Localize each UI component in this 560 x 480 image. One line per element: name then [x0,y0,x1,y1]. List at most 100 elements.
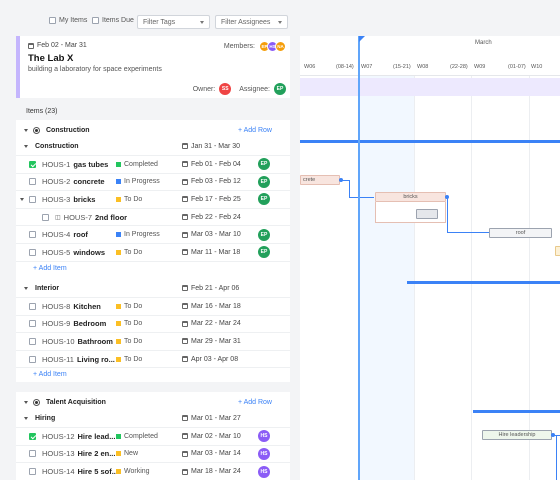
status-badge[interactable]: In Progress [116,231,160,238]
subgroup-row[interactable]: Construction Jan 31 - Mar 30 [16,138,290,156]
task-bar-hire-leadership[interactable]: Hire leadership [482,430,552,440]
chevron-down-icon[interactable] [20,198,24,201]
item-name[interactable]: Hire 2 en... [78,449,116,458]
table-row[interactable]: HOUS-4 roof In Progress Mar 03 - Mar 10 … [16,226,290,244]
item-dates[interactable]: Feb 01 - Feb 04 [182,161,241,168]
summary-bar-hiring[interactable] [473,410,560,413]
avatar[interactable]: EP [258,193,270,205]
table-row[interactable]: HOUS-3 bricks To Do Feb 17 - Feb 25 EP [16,191,290,209]
item-checkbox[interactable] [29,249,36,256]
items-due-checkbox[interactable] [92,17,99,24]
item-name[interactable]: Hire 5 sof... [78,467,118,476]
table-row[interactable]: HOUS-5 windows To Do Mar 11 - Mar 18 EP [16,244,290,262]
avatar[interactable]: EP [258,229,270,241]
status-badge[interactable]: To Do [116,356,142,363]
item-checkbox[interactable] [29,450,36,457]
status-badge[interactable]: To Do [116,303,142,310]
item-name[interactable]: concrete [73,177,104,186]
status-badge[interactable]: Working [116,468,150,475]
item-name[interactable]: gas tubes [73,160,108,169]
project-card[interactable]: Feb 02 - Mar 31 The Lab X building a lab… [16,36,290,98]
table-row[interactable]: HOUS-10 Bathroom To Do Mar 29 - Mar 31 [16,333,290,351]
task-bar-bricks[interactable]: bricks [375,192,446,202]
assignee-avatar[interactable]: EP [274,83,286,95]
item-dates[interactable]: Mar 16 - Mar 18 [182,303,241,310]
table-row[interactable]: HOUS-1 gas tubes Completed Feb 01 - Feb … [16,156,290,174]
task-bar-2nd-floor[interactable] [416,209,438,219]
item-checkbox[interactable] [29,356,36,363]
chevron-down-icon[interactable] [24,287,28,290]
item-name[interactable]: Bathroom [78,337,113,346]
my-items-checkbox[interactable] [49,17,56,24]
add-item-button[interactable]: + Add Item [33,371,67,378]
item-name[interactable]: windows [73,248,105,257]
item-checkbox[interactable] [29,320,36,327]
item-dates[interactable]: Mar 29 - Mar 31 [182,338,241,345]
members-avatars[interactable]: EP HS NA [259,41,286,52]
item-checkbox[interactable] [29,178,36,185]
filter-assignees-select[interactable]: Filter Assignees [215,15,288,29]
items-due-filter[interactable]: Items Due [92,17,134,24]
item-checkbox[interactable] [29,338,36,345]
item-checkbox[interactable] [42,214,49,221]
chevron-down-icon[interactable] [24,401,28,404]
table-row[interactable]: HOUS-9 Bedroom To Do Mar 22 - Mar 24 [16,316,290,334]
item-name[interactable]: 2nd floor [95,213,127,222]
avatar[interactable]: EP [258,176,270,188]
add-row-button[interactable]: + Add Row [238,399,272,406]
avatar[interactable]: HS [258,448,270,460]
item-dates[interactable]: Feb 22 - Feb 24 [182,214,241,221]
summary-bar-interior[interactable] [407,281,560,284]
chevron-down-icon[interactable] [24,417,28,420]
avatar[interactable]: HS [258,430,270,442]
item-name[interactable]: Kitchen [73,302,101,311]
table-row[interactable]: HOUS-13 Hire 2 en... New Mar 03 - Mar 14… [16,446,290,464]
item-dates[interactable]: Mar 03 - Mar 10 [182,231,241,238]
avatar[interactable]: NA [275,41,286,52]
table-row[interactable]: HOUS-12 Hire lead... Completed Mar 02 - … [16,428,290,446]
subgroup-row[interactable]: Interior Feb 21 - Apr 06 [16,280,290,298]
my-items-filter[interactable]: My Items [49,17,87,24]
avatar[interactable]: EP [258,246,270,258]
item-name[interactable]: Hire lead... [78,432,116,441]
item-dates[interactable]: Feb 17 - Feb 25 [182,196,241,203]
task-bar-roof[interactable]: roof [489,228,552,238]
item-checkbox[interactable] [29,303,36,310]
item-dates[interactable]: Mar 11 - Mar 18 [182,249,240,256]
table-row[interactable]: HOUS-8 Kitchen To Do Mar 16 - Mar 18 [16,298,290,316]
avatar[interactable]: EP [258,158,270,170]
table-row[interactable]: HOUS-11 Living ro... To Do Apr 03 - Apr … [16,351,290,369]
task-bar-concrete[interactable]: crete [300,175,340,185]
item-dates[interactable]: Mar 03 - Mar 14 [182,450,241,457]
status-badge[interactable]: Completed [116,161,158,168]
item-dates[interactable]: Apr 03 - Apr 08 [182,356,238,363]
add-item-button[interactable]: + Add Item [33,265,67,272]
item-checkbox[interactable] [29,161,36,168]
status-badge[interactable]: New [116,450,138,457]
item-name[interactable]: bricks [73,195,95,204]
status-badge[interactable]: To Do [116,320,142,327]
chevron-down-icon[interactable] [24,145,28,148]
item-name[interactable]: Living ro... [77,355,115,364]
item-checkbox[interactable] [29,196,36,203]
item-name[interactable]: roof [73,230,88,239]
group-header[interactable]: Talent Acquisition + Add Row [16,394,290,410]
status-badge[interactable]: To Do [116,196,142,203]
item-checkbox[interactable] [29,468,36,475]
status-badge[interactable]: In Progress [116,178,160,185]
status-badge[interactable]: Completed [116,433,158,440]
item-checkbox[interactable] [29,231,36,238]
status-badge[interactable]: To Do [116,338,142,345]
summary-bar-construction[interactable] [300,140,560,143]
task-bar-windows[interactable] [555,246,560,256]
chevron-down-icon[interactable] [24,129,28,132]
group-header[interactable]: Construction + Add Row [16,122,290,138]
owner-avatar[interactable]: SS [219,83,231,95]
table-row[interactable]: HOUS-2 concrete In Progress Feb 03 - Feb… [16,174,290,192]
item-name[interactable]: Bedroom [73,319,106,328]
table-row[interactable]: ◫ HOUS-7 2nd floor Feb 22 - Feb 24 [16,209,290,227]
filter-tags-select[interactable]: Filter Tags [137,15,210,29]
item-dates[interactable]: Mar 02 - Mar 10 [182,433,241,440]
add-row-button[interactable]: + Add Row [238,127,272,134]
item-checkbox[interactable] [29,433,36,440]
